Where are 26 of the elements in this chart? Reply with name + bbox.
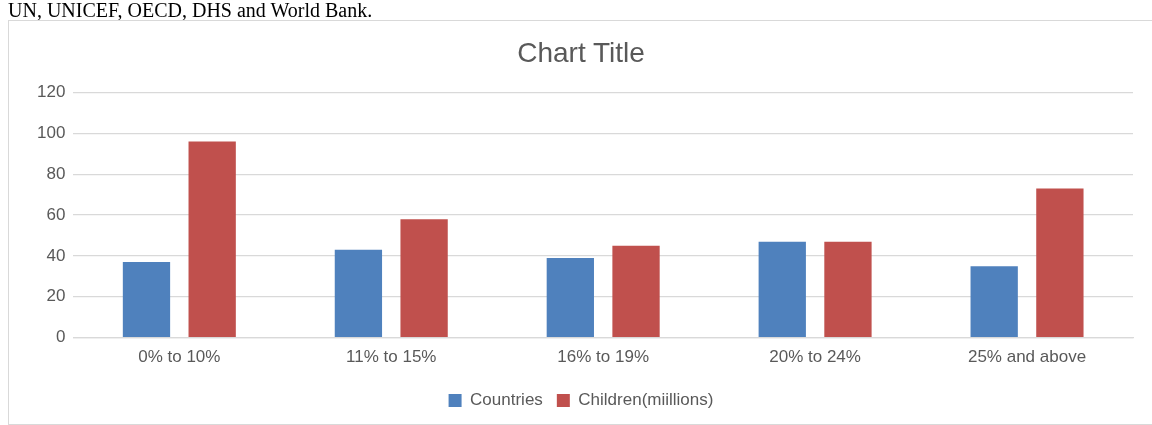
- x-tick-label: 0% to 10%: [138, 347, 221, 367]
- bar: [758, 241, 806, 337]
- y-tick-label: 80: [46, 163, 66, 183]
- text: UN, UNICEF, OECD, DHS and World Bank.: [8, 0, 373, 21]
- bar: [612, 245, 660, 337]
- legend-label: Children(miillions): [578, 390, 714, 410]
- bar: [334, 249, 383, 337]
- y-tick-label: 40: [46, 245, 66, 265]
- legend-label: Countries: [470, 390, 543, 410]
- x-tick-label: 20% to 24%: [769, 347, 861, 367]
- chart-title: Chart Title: [517, 36, 645, 68]
- bar: [824, 241, 872, 337]
- y-tick-label: 60: [46, 204, 66, 224]
- bar: [188, 141, 236, 337]
- bar: [122, 262, 171, 337]
- y-tick-label: 0: [55, 327, 66, 347]
- y-tick-label: 20: [46, 286, 66, 306]
- y-tick-label: 120: [36, 82, 66, 102]
- bar: [970, 266, 1018, 337]
- x-tick-label: 25% and above: [967, 347, 1087, 367]
- bar: [400, 219, 448, 337]
- bar: [546, 257, 594, 337]
- x-tick-label: 16% to 19%: [557, 347, 650, 367]
- x-tick-label: 11% to 15%: [346, 347, 437, 367]
- y-tick-label: 100: [36, 123, 66, 143]
- bar: [1036, 188, 1084, 337]
